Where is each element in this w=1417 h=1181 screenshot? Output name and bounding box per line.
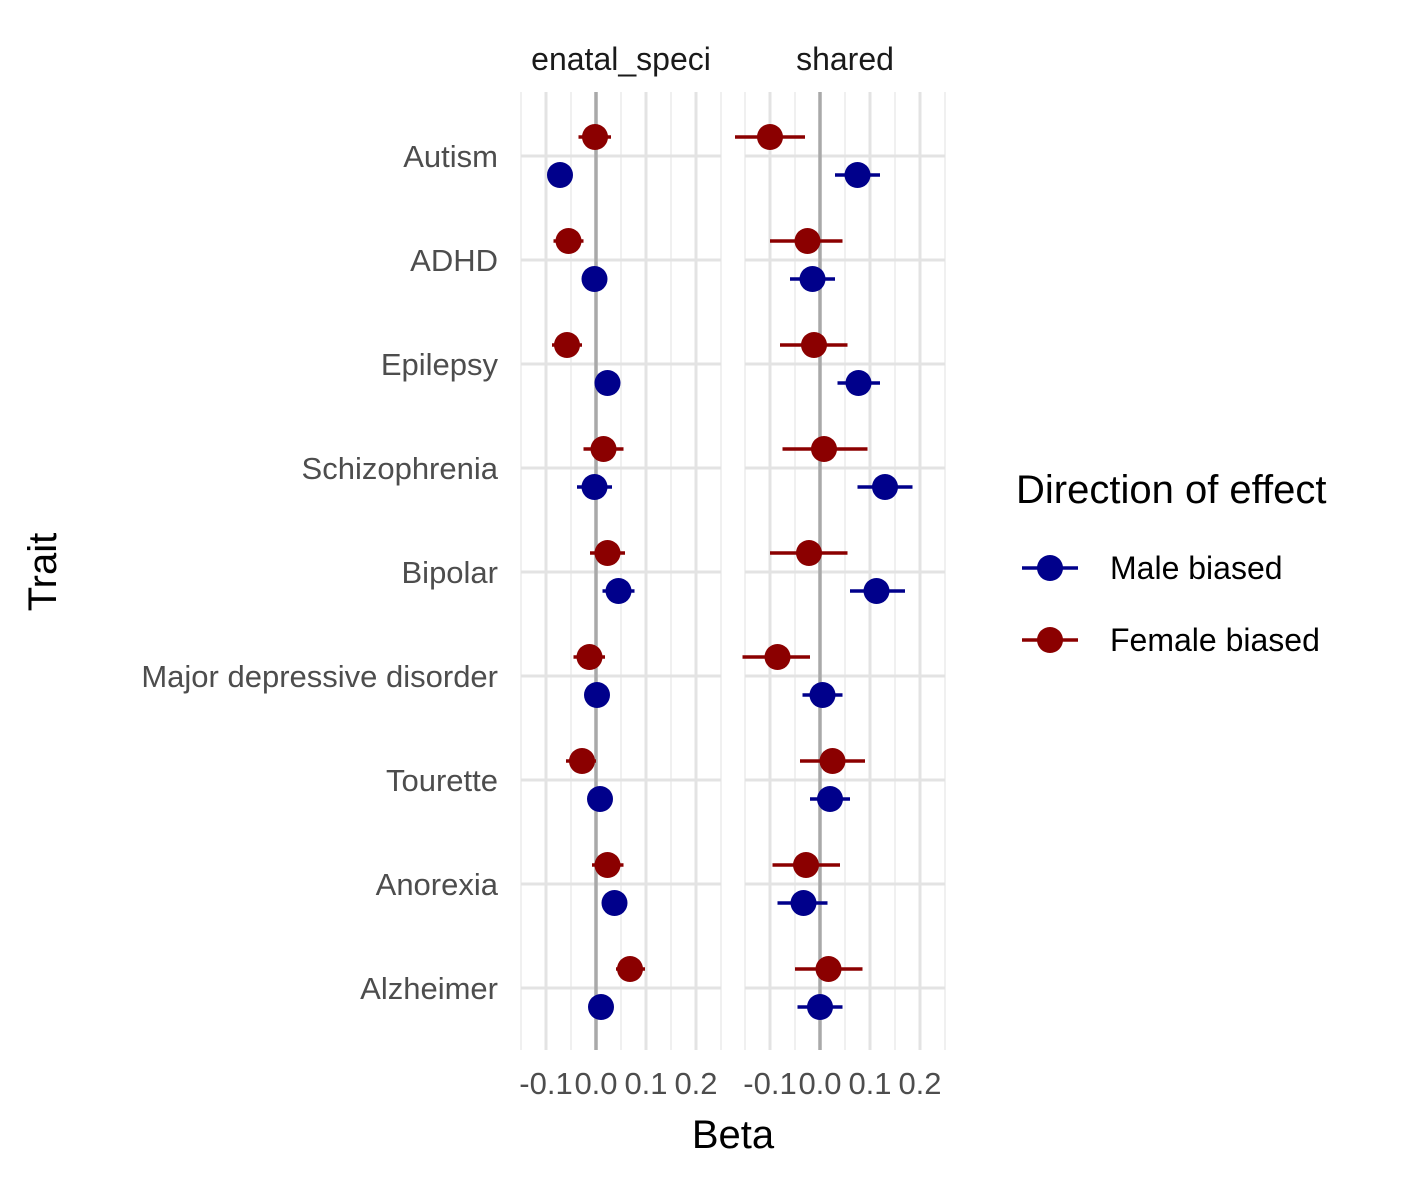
x-tick-label: 0.1 <box>624 1066 667 1101</box>
x-tick-label: 0.2 <box>898 1066 941 1101</box>
data-point <box>555 228 582 254</box>
data-point <box>757 124 783 150</box>
legend-key-1 <box>1022 555 1078 581</box>
x-axis-title: Beta <box>692 1113 775 1157</box>
data-point <box>809 682 836 708</box>
data-point <box>872 474 898 500</box>
data-point <box>594 540 621 566</box>
y-tick-label: ADHD <box>410 243 498 278</box>
x-tick-label: 0.2 <box>674 1066 717 1101</box>
x-tick-label: -0.1 <box>519 1066 572 1101</box>
data-point <box>588 994 614 1020</box>
legend-label: Female biased <box>1110 622 1320 658</box>
data-point <box>617 956 643 982</box>
data-point <box>581 266 608 292</box>
legend-key-point <box>1037 555 1063 581</box>
y-tick-label: Anorexia <box>376 867 499 902</box>
data-point <box>793 852 819 878</box>
y-tick-label: Epilepsy <box>381 347 499 382</box>
data-point <box>569 748 595 774</box>
y-tick-label: Schizophrenia <box>302 451 499 486</box>
y-tick-label: Tourette <box>386 763 498 798</box>
data-point <box>554 332 580 358</box>
data-point <box>582 124 608 150</box>
data-point <box>584 682 610 708</box>
facet-panel-1: enatal_speci -0.1 0.0 0.1 0.2 <box>519 41 722 1101</box>
data-point <box>587 786 613 812</box>
x-tick-label: 0.0 <box>574 1066 617 1101</box>
facet-strip-label: enatal_speci <box>531 41 711 77</box>
legend-label: Male biased <box>1110 550 1283 586</box>
legend-key-point <box>1037 627 1063 653</box>
data-point <box>796 540 822 566</box>
data-point <box>601 890 628 916</box>
data-point <box>764 644 791 670</box>
data-point <box>817 786 843 812</box>
data-point <box>811 436 837 462</box>
y-tick-label: Major depressive disorder <box>141 659 498 694</box>
x-tick-label: 0.1 <box>848 1066 891 1101</box>
facet-strip-label: shared <box>796 41 894 77</box>
y-tick-label: Autism <box>403 139 498 174</box>
data-point <box>594 370 621 396</box>
legend-key-2 <box>1022 627 1078 653</box>
data-point <box>801 332 827 358</box>
data-point <box>863 578 890 604</box>
data-point <box>844 162 871 188</box>
data-point <box>845 370 872 396</box>
legend: Direction of effect Male biased Female bia… <box>1016 468 1327 658</box>
data-point <box>605 578 632 604</box>
data-point <box>794 228 821 254</box>
data-point <box>799 266 826 292</box>
x-tick-label: 0.0 <box>798 1066 841 1101</box>
y-tick-label: Alzheimer <box>360 971 498 1006</box>
x-tick-label: -0.1 <box>743 1066 796 1101</box>
legend-title: Direction of effect <box>1016 468 1327 512</box>
data-point <box>594 852 621 878</box>
data-point <box>547 162 573 188</box>
y-tick-label: Bipolar <box>402 555 499 590</box>
data-point <box>790 890 817 916</box>
facet-panel-2: shared -0.1 0.0 0.1 0.2 <box>735 41 946 1101</box>
data-point <box>581 474 608 500</box>
data-point <box>807 994 833 1020</box>
data-point <box>819 748 846 774</box>
y-axis-tick-labels: Autism ADHD Epilepsy Schizophrenia Bipolar Ma… <box>141 139 498 1006</box>
data-point <box>576 644 603 670</box>
data-point <box>815 956 842 982</box>
data-point <box>590 436 617 462</box>
y-axis-title: Trait <box>21 533 65 612</box>
